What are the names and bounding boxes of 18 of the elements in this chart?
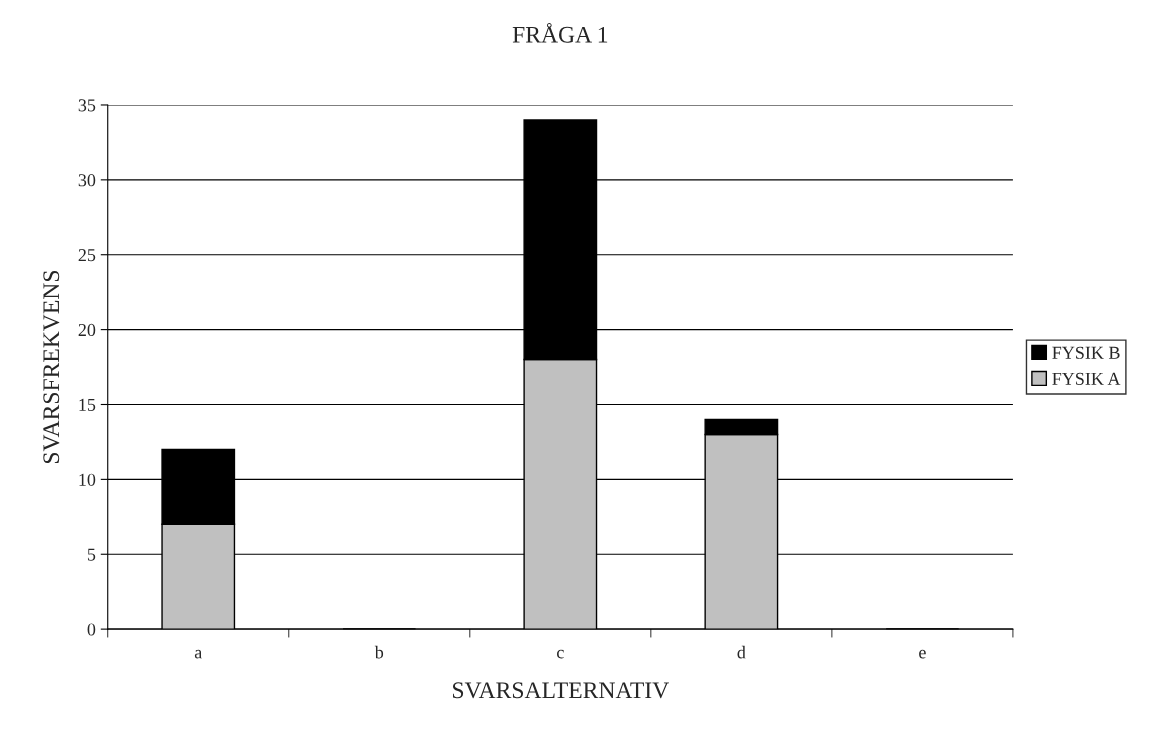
x-tick-label: a: [194, 649, 203, 659]
x-tick-label: e: [919, 649, 926, 659]
y-tick-label: 10: [79, 473, 96, 486]
y-tick-label: 15: [79, 398, 96, 411]
x-tick-label: c: [557, 649, 564, 659]
y-tick-label: 35: [78, 99, 96, 112]
legend-label: FYSIK A: [1052, 372, 1121, 385]
chart-title: FRÅGA 1: [512, 23, 608, 43]
y-tick-label: 30: [78, 174, 96, 187]
y-tick-label: 25: [78, 249, 96, 262]
x-tick-label: b: [374, 645, 384, 659]
x-tick-label: d: [737, 645, 746, 659]
y-tick-label: 0: [87, 623, 96, 636]
y-tick-label: 5: [87, 548, 96, 561]
legend-label: FYSIK B: [1052, 346, 1120, 359]
y-tick-label: 20: [78, 323, 96, 337]
x-axis-title: SVARSALTERNATIV: [453, 682, 669, 699]
y-axis-title: SVARSFREKVENS: [43, 270, 60, 464]
